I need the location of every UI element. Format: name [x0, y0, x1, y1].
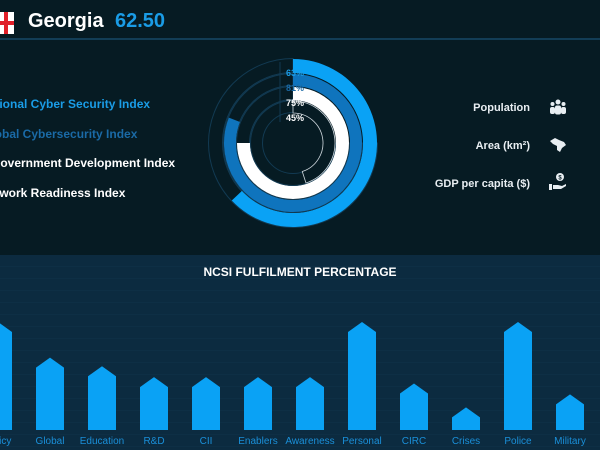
x-tick-label: R&D: [143, 436, 164, 447]
bar-circ: [400, 383, 428, 430]
svg-text:$: $: [558, 176, 562, 182]
percent-ncsi: 63%: [286, 68, 305, 78]
population-label: Population: [473, 102, 530, 114]
bar-awareness: [296, 377, 324, 430]
money-hand-icon: $: [549, 173, 566, 190]
index-radial-chart: [208, 57, 379, 228]
country-name: Georgia: [28, 10, 104, 32]
bar-policy: [0, 323, 12, 430]
x-tick-label: Crises: [452, 436, 480, 447]
index-label-egdi: Government Development Index: [0, 156, 176, 170]
x-tick-label: Personal: [342, 436, 381, 447]
x-tick-label: CII: [200, 436, 213, 447]
ring-track: [250, 99, 337, 186]
bar-r&d: [140, 377, 168, 430]
x-tick-label: Education: [80, 436, 124, 447]
country-score: 62.50: [115, 10, 166, 32]
ring-arc-3: [292, 100, 336, 184]
gdp-label: GDP per capita ($): [434, 178, 530, 190]
bar-global: [36, 357, 64, 430]
x-tick-label: Policy: [0, 436, 11, 447]
x-tick-label: CIRC: [402, 436, 426, 447]
percent-nri: 45%: [286, 113, 305, 123]
people-icon: [550, 99, 566, 115]
ring-arc-0: [231, 59, 378, 227]
x-tick-label: Awareness: [285, 436, 334, 447]
index-label-nri: Network Readiness Index: [0, 186, 126, 200]
index-label-gci: Global Cybersecurity Index: [0, 127, 138, 141]
percent-egdi: 75%: [286, 98, 305, 108]
bar-crises: [452, 407, 480, 430]
bar-cii: [192, 377, 220, 430]
index-label-ncsi: National Cyber Security Index: [0, 97, 151, 111]
area-label: Area (km²): [475, 140, 530, 152]
bar-military: [556, 394, 584, 430]
ncsi-bar-chart: Policy Global Education R&D CII Enablers Aware…: [0, 322, 586, 447]
header-divider: [0, 38, 600, 40]
bar-police: [504, 322, 532, 430]
x-tick-label: Global: [36, 436, 65, 447]
x-tick-label: Enablers: [238, 436, 277, 447]
bar-education: [88, 366, 116, 430]
x-tick-label: Military: [554, 436, 586, 447]
bar-enablers: [244, 377, 272, 430]
georgia-flag-icon: [0, 12, 14, 34]
bar-personal: [348, 322, 376, 430]
x-tick-label: Police: [504, 436, 532, 447]
map-icon: [550, 138, 566, 152]
percent-gci: 81%: [286, 83, 305, 93]
chart-title: NCSI FULFILMENT PERCENTAGE: [203, 265, 397, 279]
